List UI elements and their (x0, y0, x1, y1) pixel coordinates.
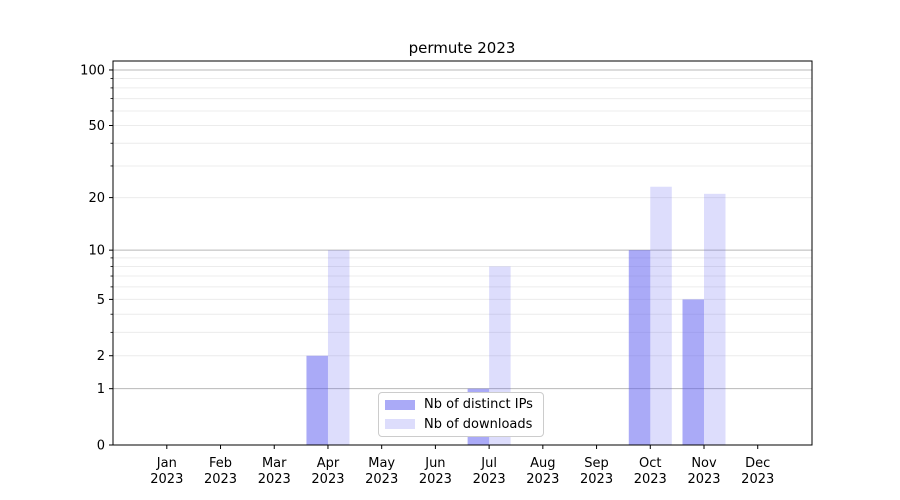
x-tick-label-feb: Feb 2023 (204, 456, 237, 487)
ips-series-swatch (385, 399, 415, 410)
x-tick-label-apr: Apr 2023 (311, 456, 344, 487)
bar-ips-apr (306, 355, 328, 445)
x-tick-label-jul: Jul 2023 (473, 456, 506, 487)
y-tick-label-1: 1 (97, 382, 105, 397)
legend-item-downloads: Nb of downloads (385, 417, 543, 432)
y-axis-ticks: 0 1 2 5 10 20 50 100 (80, 63, 113, 454)
x-tick-label-sep: Sep 2023 (580, 456, 613, 487)
x-tick-label-may: May 2023 (365, 456, 398, 487)
bar-ips-nov (682, 299, 704, 445)
y-tick-label-20: 20 (88, 191, 105, 206)
ips-series-label: Nb of distinct IPs (424, 397, 533, 413)
downloads-series-label: Nb of downloads (424, 416, 533, 432)
legend: Nb of distinct IPs Nb of downloads (378, 392, 544, 437)
legend-item-distinct-ips: Nb of distinct IPs (385, 397, 543, 412)
bar-downloads-oct (650, 186, 672, 445)
x-tick-label-oct: Oct 2023 (634, 456, 667, 487)
y-tick-label-50: 50 (88, 119, 105, 134)
x-tick-label-jan: Jan 2023 (150, 456, 183, 487)
x-axis-ticks: Jan 2023 Feb 2023 Mar 2023 Apr 2023 May 2023 Jun 20… (150, 445, 774, 487)
plot-border (112, 60, 813, 446)
y-tick-label-10: 10 (88, 244, 105, 259)
x-tick-label-dec: Dec 2023 (741, 456, 774, 487)
x-tick-label-mar: Mar 2023 (258, 456, 291, 487)
y-tick-label-0: 0 (97, 439, 105, 454)
bar-ips-oct (628, 250, 651, 445)
chart-title: permute 2023 (409, 39, 516, 57)
bar-downloads-apr (327, 250, 350, 445)
x-tick-label-jun: Jun 2023 (419, 456, 452, 487)
x-tick-label-aug: Aug 2023 (526, 456, 559, 487)
y-tick-label-100: 100 (80, 63, 105, 78)
x-tick-label-nov: Nov 2023 (687, 456, 720, 487)
y-tick-label-5: 5 (97, 293, 105, 308)
bar-downloads-nov (704, 193, 726, 445)
downloads-series-swatch (385, 419, 415, 430)
y-tick-label-2: 2 (97, 349, 105, 364)
